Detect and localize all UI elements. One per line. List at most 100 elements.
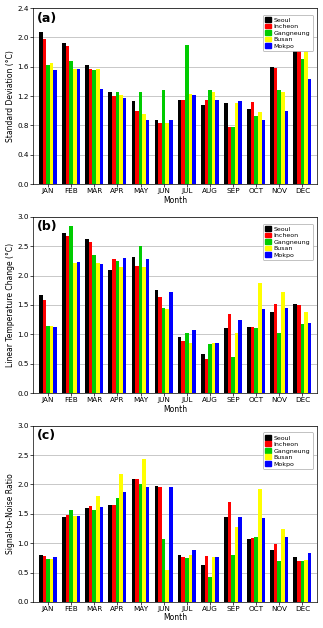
Bar (158, 297, 162, 393)
Bar (158, 123, 162, 184)
Bar (109, 505, 112, 602)
Bar (62, 43, 66, 184)
Bar (50, 325, 53, 393)
Bar (142, 267, 146, 393)
Bar (46, 325, 50, 393)
Bar (96, 69, 100, 184)
Bar (123, 99, 126, 184)
Bar (116, 498, 119, 602)
Bar (215, 100, 219, 184)
Bar (297, 40, 301, 184)
Bar (53, 327, 57, 393)
Bar (247, 109, 251, 184)
Bar (69, 225, 73, 393)
Bar (73, 263, 77, 393)
Bar (123, 258, 126, 393)
Bar (212, 343, 215, 393)
Bar (39, 295, 43, 393)
Bar (294, 304, 297, 393)
Bar (123, 492, 126, 602)
Bar (66, 515, 69, 602)
Bar (192, 330, 196, 393)
X-axis label: Month: Month (163, 404, 187, 414)
Bar (53, 556, 57, 602)
Bar (116, 261, 119, 393)
Bar (131, 101, 135, 184)
X-axis label: Month: Month (163, 196, 187, 205)
Bar (185, 333, 189, 393)
Bar (146, 487, 150, 602)
Bar (135, 111, 139, 184)
Legend: Seoul, Incheon, Gangneung, Busan, Mokpo: Seoul, Incheon, Gangneung, Busan, Mokpo (263, 433, 313, 469)
Bar (262, 119, 265, 184)
Bar (139, 484, 142, 602)
Bar (255, 538, 258, 602)
Bar (155, 486, 158, 602)
Bar (274, 304, 277, 393)
Text: (b): (b) (37, 220, 58, 234)
Bar (212, 92, 215, 184)
Bar (89, 242, 92, 393)
Bar (308, 553, 311, 602)
Bar (119, 474, 123, 602)
Bar (96, 263, 100, 393)
Bar (189, 343, 192, 393)
Bar (46, 65, 50, 184)
Bar (189, 555, 192, 602)
Bar (270, 312, 274, 393)
Bar (178, 100, 182, 184)
Bar (109, 270, 112, 393)
Bar (258, 283, 262, 393)
Bar (162, 90, 165, 184)
Bar (270, 67, 274, 184)
Bar (281, 529, 285, 602)
Bar (304, 47, 308, 184)
Bar (251, 538, 255, 602)
Bar (77, 516, 80, 602)
Bar (162, 539, 165, 602)
Bar (224, 517, 228, 602)
Bar (201, 105, 204, 184)
Bar (66, 46, 69, 184)
Bar (228, 127, 231, 184)
Bar (92, 510, 96, 602)
Text: (c): (c) (37, 430, 57, 442)
Bar (85, 65, 89, 184)
Bar (92, 255, 96, 393)
Bar (215, 343, 219, 393)
Bar (185, 45, 189, 184)
Bar (294, 38, 297, 184)
Bar (224, 328, 228, 393)
Bar (89, 506, 92, 602)
Bar (139, 92, 142, 184)
Bar (301, 60, 304, 184)
Bar (301, 324, 304, 393)
Bar (155, 119, 158, 184)
Bar (131, 257, 135, 393)
Bar (112, 96, 116, 184)
Bar (50, 559, 53, 602)
Bar (235, 333, 238, 393)
Bar (258, 489, 262, 602)
Bar (85, 239, 89, 393)
Bar (285, 308, 288, 393)
Bar (89, 69, 92, 184)
Bar (119, 95, 123, 184)
Bar (277, 561, 281, 602)
Bar (185, 558, 189, 602)
Bar (146, 259, 150, 393)
Bar (215, 556, 219, 602)
Bar (308, 323, 311, 393)
Bar (62, 517, 66, 602)
Bar (262, 309, 265, 393)
Bar (247, 327, 251, 393)
Bar (258, 112, 262, 184)
Bar (297, 305, 301, 393)
Bar (100, 264, 103, 393)
Bar (73, 69, 77, 184)
Bar (255, 328, 258, 393)
Bar (135, 479, 139, 602)
Bar (46, 559, 50, 602)
Bar (69, 510, 73, 602)
Bar (43, 300, 46, 393)
